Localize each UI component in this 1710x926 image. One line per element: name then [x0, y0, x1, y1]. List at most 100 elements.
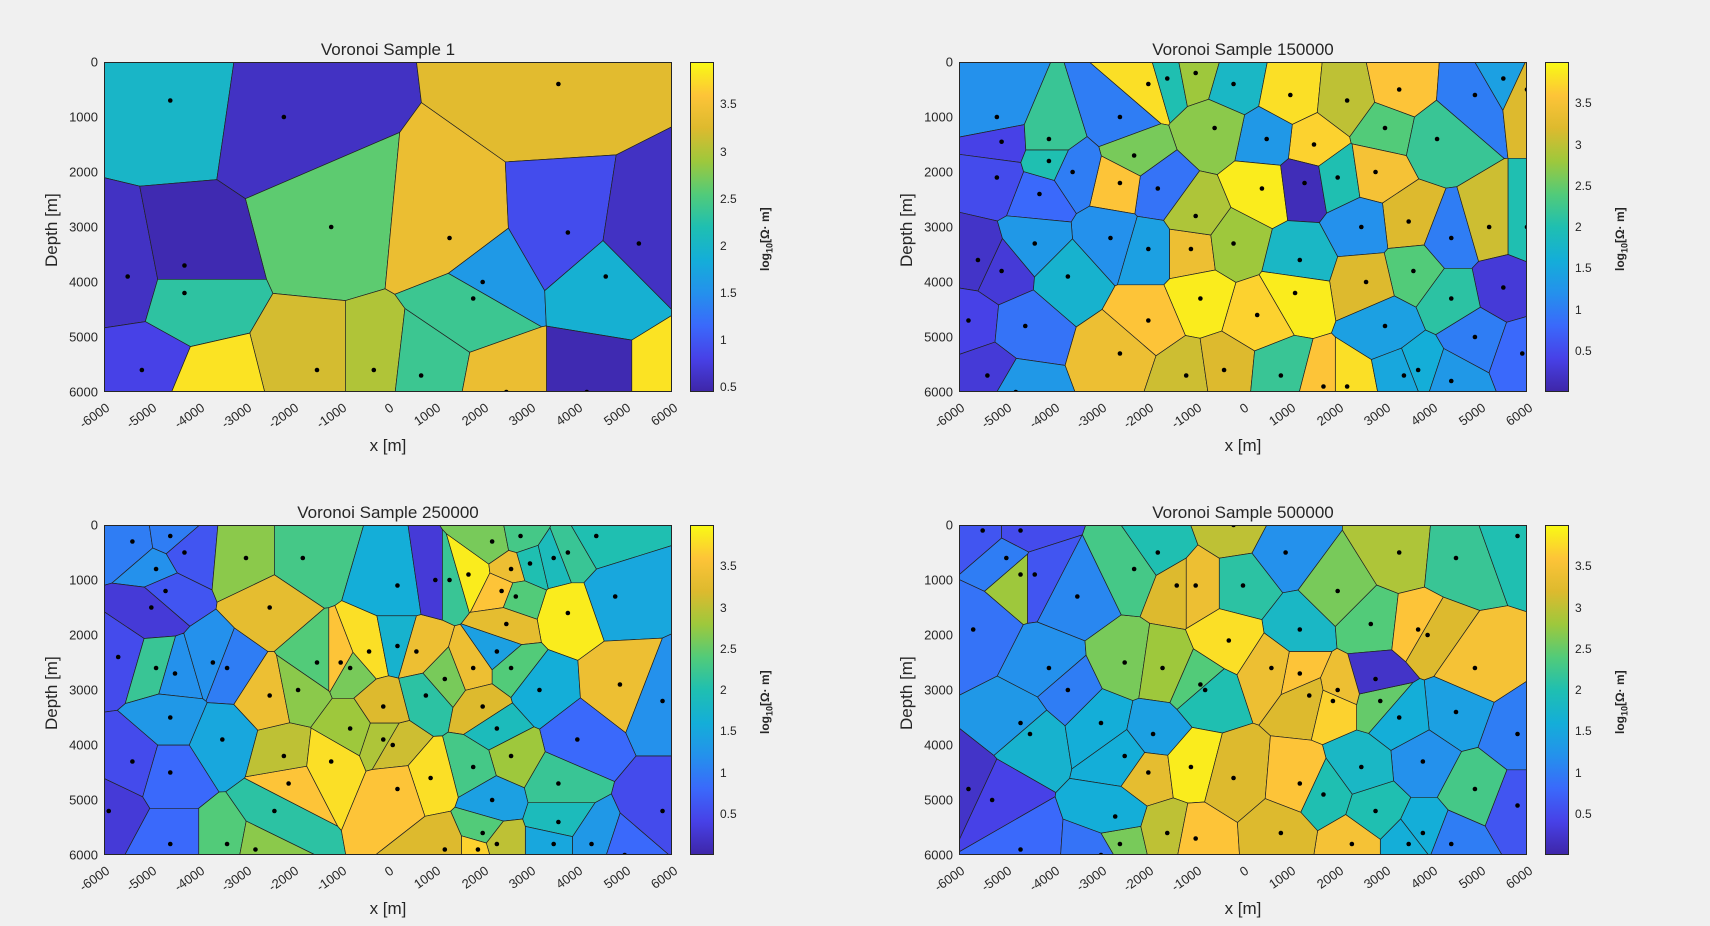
cell-nucleus-point	[1501, 285, 1506, 290]
cell-nucleus-point	[1321, 792, 1326, 797]
x-axis-label: x [m]	[369, 436, 407, 455]
cell-nucleus-point	[1188, 246, 1194, 252]
voronoi-cell	[124, 807, 200, 855]
cell-nucleus-point	[636, 241, 642, 246]
cell-nucleus-point	[1373, 169, 1378, 175]
cell-nucleus-point	[300, 555, 306, 561]
voronoi-cell	[1507, 157, 1527, 263]
colorbar-label-main: log	[758, 253, 772, 271]
cell-nucleus-point	[556, 781, 561, 786]
cell-nucleus-point	[153, 566, 159, 572]
cell-nucleus-point	[975, 257, 981, 263]
cell-nucleus-point	[1004, 555, 1009, 561]
cell-nucleus-point	[1193, 583, 1198, 588]
cell-nucleus-point	[281, 114, 287, 120]
cell-nucleus-point	[999, 139, 1004, 145]
cell-nucleus-point	[1226, 638, 1232, 643]
colorbar	[690, 525, 714, 855]
x-tick-label: -1000	[1168, 399, 1204, 432]
x-tick-label: -5000	[123, 399, 160, 432]
cell-nucleus-point	[518, 533, 523, 539]
cell-nucleus-point	[1098, 720, 1104, 726]
voronoi-panel-4: Voronoi Sample 500000 0 1000 2000 3000 4000 50…	[855, 463, 1710, 926]
x-tick-label: 5000	[600, 862, 633, 892]
x-tick-label: -5000	[978, 862, 1015, 895]
colorbar-tick-label: 2	[720, 238, 727, 253]
x-tick-label: -2000	[265, 399, 302, 432]
cell-nucleus-point	[470, 665, 476, 671]
x-tick-label: 3000	[1361, 399, 1394, 429]
cell-nucleus-point	[660, 808, 665, 814]
x-tick-label: 0	[381, 399, 397, 417]
y-tick-label: 3000	[924, 682, 953, 698]
cell-nucleus-point	[1448, 841, 1454, 847]
cell-nucleus-point	[1486, 224, 1492, 230]
colorbar-tick-label: 2	[1575, 683, 1582, 697]
cell-nucleus-point	[1335, 175, 1340, 180]
colorbar-tick-label: 1.5	[720, 286, 737, 300]
cell-nucleus-point	[418, 373, 424, 378]
cell-nucleus-point	[1122, 753, 1127, 759]
cell-nucleus-point	[1335, 588, 1340, 594]
cell-nucleus-point	[447, 235, 452, 241]
y-tick-label: 1000	[69, 572, 98, 588]
colorbar	[1545, 525, 1569, 855]
x-tick-label: 6000	[1503, 862, 1536, 892]
voronoi-panel-3: Voronoi Sample 250000 0 1000 2000 3000 4000 50…	[0, 463, 855, 926]
cell-nucleus-point	[1420, 830, 1426, 836]
cell-nucleus-point	[1018, 847, 1023, 852]
x-tick-label: 3000	[506, 399, 539, 429]
cell-nucleus-point	[1117, 180, 1123, 186]
y-axis-label: Depth [m]	[897, 656, 916, 730]
cell-nucleus-point	[1146, 770, 1151, 775]
colorbar-label: log10[Ω· m]	[1613, 670, 1629, 734]
cell-nucleus-point	[1501, 76, 1506, 81]
colorbar-tick-label: 1	[1575, 765, 1582, 780]
cell-nucleus-point	[1297, 781, 1303, 786]
cell-nucleus-point	[551, 555, 556, 561]
colorbar-label-sub: 10	[764, 705, 775, 716]
cell-nucleus-point	[489, 797, 495, 803]
colorbar-label: log10[Ω· m]	[758, 670, 774, 734]
colorbar-label-unit: [Ω· m]	[758, 670, 772, 706]
cell-nucleus-point	[1146, 246, 1151, 252]
cell-nucleus-point	[1231, 241, 1236, 246]
voronoi-cell	[611, 755, 672, 855]
cell-nucleus-point	[1335, 687, 1340, 693]
cell-nucleus-point	[1515, 533, 1520, 539]
cell-nucleus-point	[328, 224, 334, 230]
cell-nucleus-point	[513, 594, 519, 599]
cell-nucleus-point	[999, 268, 1004, 274]
cell-nucleus-point	[182, 263, 187, 268]
x-tick-label: 1000	[411, 862, 444, 892]
cell-nucleus-point	[1373, 808, 1378, 814]
x-axis-label: x [m]	[1224, 899, 1262, 918]
y-tick-label: 0	[945, 517, 953, 533]
colorbar-tick-label: 3	[720, 144, 727, 159]
colorbar-tick-label: 0.5	[720, 380, 737, 395]
colorbar-gradient	[1545, 525, 1569, 855]
y-tick-label: 3000	[69, 682, 98, 698]
cell-nucleus-point	[390, 742, 396, 748]
cell-nucleus-point	[433, 577, 438, 583]
cell-nucleus-point	[1108, 235, 1113, 241]
cell-nucleus-point	[1032, 241, 1038, 246]
cell-nucleus-point	[575, 737, 580, 742]
x-tick-label: 5000	[1455, 399, 1488, 429]
voronoi-cell	[1428, 347, 1497, 392]
chart-title: Voronoi Sample 150000	[1152, 40, 1334, 59]
cell-nucleus-point	[423, 693, 429, 698]
voronoi-cell	[1478, 525, 1527, 613]
voronoi-cell	[341, 765, 426, 855]
cell-nucleus-point	[1193, 70, 1198, 76]
cell-nucleus-point	[527, 561, 533, 566]
cell-nucleus-point	[224, 841, 230, 847]
x-tick-label: -1000	[1168, 862, 1204, 895]
cell-nucleus-point	[494, 841, 500, 847]
colorbar-gradient	[690, 62, 714, 392]
cell-nucleus-point	[1188, 764, 1194, 770]
cell-nucleus-point	[1198, 682, 1203, 687]
x-tick-label: 6000	[1503, 399, 1536, 429]
cell-nucleus-point	[380, 737, 386, 742]
cell-nucleus-point	[489, 539, 495, 544]
